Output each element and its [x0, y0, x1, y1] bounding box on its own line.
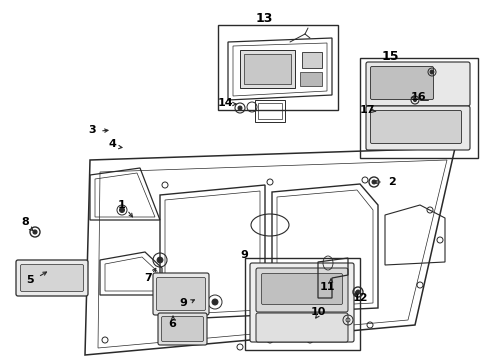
Text: 3: 3: [88, 125, 96, 135]
Text: 14: 14: [217, 98, 233, 108]
FancyBboxPatch shape: [370, 111, 462, 144]
FancyBboxPatch shape: [16, 260, 88, 296]
FancyBboxPatch shape: [250, 263, 354, 342]
Bar: [244, 54, 291, 84]
Text: 10: 10: [310, 307, 326, 317]
Bar: [255, 100, 285, 122]
Text: 11: 11: [319, 282, 335, 292]
Text: 16: 16: [410, 92, 426, 102]
Bar: [218, 25, 338, 110]
Text: 6: 6: [168, 319, 176, 329]
Circle shape: [212, 299, 218, 305]
FancyBboxPatch shape: [256, 268, 348, 312]
Text: 2: 2: [388, 177, 396, 187]
FancyBboxPatch shape: [256, 313, 348, 342]
FancyBboxPatch shape: [366, 62, 470, 106]
Circle shape: [238, 106, 242, 110]
Text: 7: 7: [144, 273, 152, 283]
Text: 9: 9: [179, 298, 187, 308]
FancyBboxPatch shape: [153, 273, 209, 315]
FancyBboxPatch shape: [162, 316, 203, 342]
Circle shape: [120, 207, 124, 212]
Text: 5: 5: [26, 275, 34, 285]
Text: 12: 12: [352, 293, 368, 303]
Text: 17: 17: [359, 105, 375, 115]
FancyBboxPatch shape: [156, 278, 205, 310]
Text: 4: 4: [108, 139, 116, 149]
FancyBboxPatch shape: [158, 313, 207, 345]
FancyBboxPatch shape: [370, 67, 434, 99]
Bar: [300, 72, 322, 86]
Circle shape: [356, 290, 360, 294]
FancyBboxPatch shape: [262, 274, 343, 305]
Bar: [245, 258, 360, 350]
Bar: [258, 103, 282, 119]
Circle shape: [157, 257, 163, 263]
Bar: [302, 52, 322, 68]
FancyBboxPatch shape: [366, 106, 470, 150]
Bar: [240, 50, 295, 88]
Text: 9: 9: [240, 250, 248, 260]
Text: 8: 8: [21, 217, 29, 227]
Circle shape: [372, 180, 376, 184]
Circle shape: [414, 99, 416, 102]
Circle shape: [33, 230, 37, 234]
Text: 13: 13: [255, 12, 273, 24]
Text: 1: 1: [118, 200, 126, 210]
FancyBboxPatch shape: [21, 265, 83, 292]
Text: 15: 15: [381, 49, 399, 63]
Bar: [360, 58, 478, 158]
Circle shape: [430, 70, 434, 74]
